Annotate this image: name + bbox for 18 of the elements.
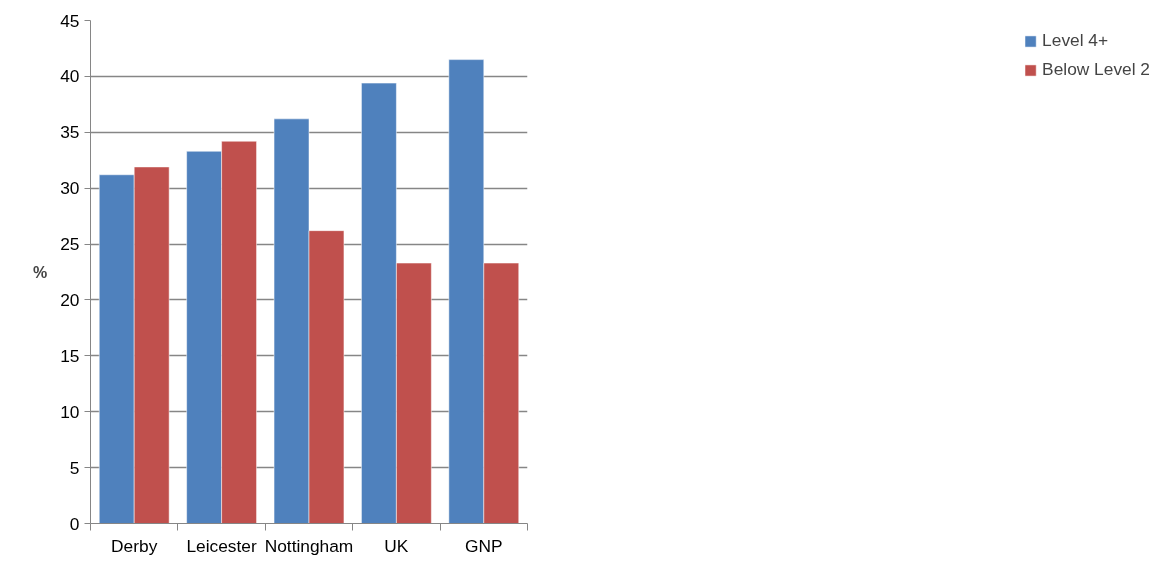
x-tick-label: Leicester — [186, 535, 257, 556]
y-tick-label: 40 — [60, 66, 80, 87]
y-tick-label: 15 — [60, 345, 80, 366]
x-tick-label: Derby — [111, 535, 158, 556]
x-tick-label: GNP — [465, 535, 503, 556]
legend-label: Level 4+ — [1042, 30, 1109, 51]
y-tick-label: 0 — [69, 513, 80, 534]
y-tick-label: 10 — [60, 401, 80, 422]
x-tick-label: UK — [384, 535, 409, 556]
y-tick-label: 30 — [60, 178, 80, 199]
y-tick-label: 20 — [60, 289, 80, 310]
y-tick-label: 35 — [60, 122, 80, 143]
y-tick-label: 45 — [60, 10, 80, 31]
y-tick-label: 25 — [60, 234, 80, 255]
legend-label: Below Level 2 — [1042, 59, 1150, 80]
x-tick-label: Nottingham — [264, 535, 354, 556]
y-tick-label: 5 — [69, 457, 80, 478]
y-axis-title: % — [33, 263, 48, 281]
